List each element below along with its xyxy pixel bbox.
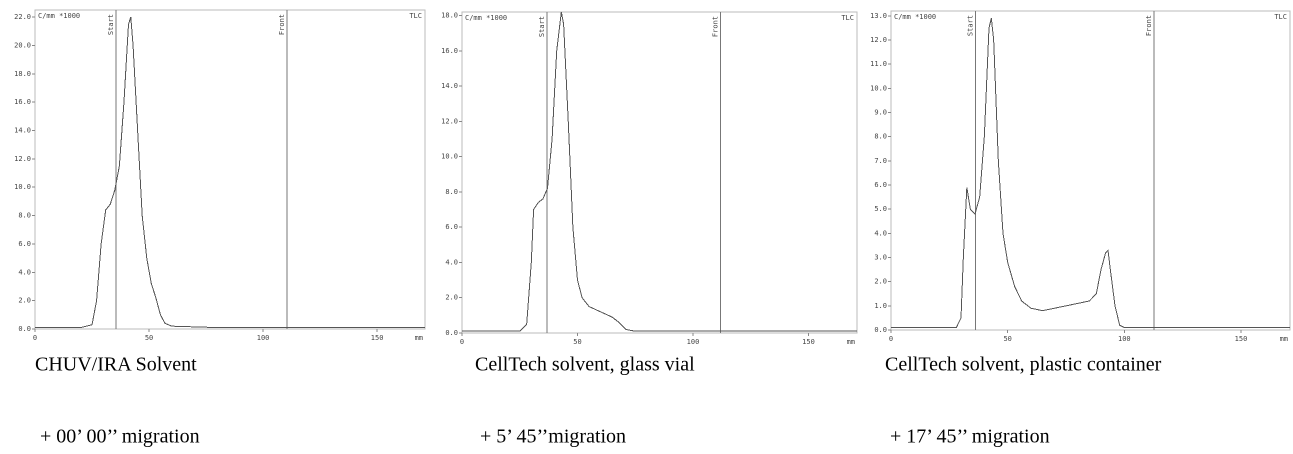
y-tick-label: 6.0 — [18, 240, 31, 248]
unit-label: C/mm *1000 — [894, 13, 936, 21]
y-tick-label: 8.0 — [445, 188, 458, 196]
y-tick-label: 3.0 — [874, 254, 887, 262]
y-tick-label: 12.0 — [441, 117, 458, 125]
y-tick-label: 9.0 — [874, 109, 887, 117]
y-tick-label: 2.0 — [874, 278, 887, 286]
y-tick-label: 14.0 — [441, 82, 458, 90]
plot-frame — [461, 11, 858, 334]
y-tick-label: 2.0 — [445, 294, 458, 302]
marker-label: Start — [967, 15, 975, 36]
x-tick-label: 100 — [1118, 335, 1131, 343]
caption-note: + 00’ 00’’ migration — [40, 426, 200, 448]
y-tick-label: 18.0 — [441, 12, 458, 20]
line — [891, 18, 1290, 329]
y-tick-label: 22.0 — [14, 13, 31, 21]
y-tick-label: 10.0 — [441, 153, 458, 161]
y-tick-label: 0.0 — [445, 329, 458, 337]
x-tick-label: 150 — [1235, 335, 1248, 343]
corner-label: TLC — [409, 12, 422, 20]
x-tick-label: 50 — [573, 338, 581, 346]
marker-label: Front — [711, 16, 719, 37]
marker-label: Front — [278, 14, 286, 35]
y-tick-label: 5.0 — [874, 205, 887, 213]
caption-note: + 5’ 45’’migration — [480, 426, 626, 448]
plot-frame — [34, 9, 426, 330]
marker-label: Start — [538, 16, 546, 37]
x-axis-label: mm — [847, 338, 855, 346]
x-axis-label: mm — [415, 334, 423, 342]
marker-label: Front — [1145, 15, 1153, 36]
y-tick-label: 13.0 — [870, 12, 887, 20]
caption: CellTech solvent, glass vial — [475, 354, 695, 376]
y-tick-label: 2.0 — [18, 297, 31, 305]
y-tick-label: 6.0 — [445, 223, 458, 231]
x-tick-label: 100 — [687, 338, 700, 346]
unit-label: C/mm *1000 — [465, 14, 507, 22]
line — [462, 11, 857, 332]
plot-frame — [890, 10, 1291, 331]
y-tick-label: 12.0 — [14, 155, 31, 163]
y-tick-label: 16.0 — [441, 47, 458, 55]
marker-label: Start — [107, 14, 115, 35]
y-tick-label: 0.0 — [18, 325, 31, 333]
x-tick-label: 0 — [33, 334, 37, 342]
y-tick-label: 16.0 — [14, 98, 31, 106]
y-tick-label: 6.0 — [874, 181, 887, 189]
y-tick-label: 11.0 — [870, 60, 887, 68]
y-tick-label: 10.0 — [870, 84, 887, 92]
y-tick-label: 18.0 — [14, 70, 31, 78]
caption-note: + 17’ 45’’ migration — [890, 426, 1050, 448]
y-tick-label: 4.0 — [18, 268, 31, 276]
y-tick-label: 10.0 — [14, 183, 31, 191]
y-tick-label: 8.0 — [874, 133, 887, 141]
x-tick-label: 150 — [802, 338, 815, 346]
x-axis-label: mm — [1280, 335, 1288, 343]
y-tick-label: 4.0 — [874, 229, 887, 237]
x-tick-label: 50 — [145, 334, 153, 342]
y-tick-label: 12.0 — [870, 36, 887, 44]
x-tick-label: 150 — [371, 334, 384, 342]
x-tick-label: 0 — [889, 335, 893, 343]
y-tick-label: 7.0 — [874, 157, 887, 165]
unit-label: C/mm *1000 — [38, 12, 80, 20]
caption: CHUV/IRA Solvent — [35, 354, 197, 376]
y-tick-label: 20.0 — [14, 41, 31, 49]
y-tick-label: 0.0 — [874, 326, 887, 334]
y-tick-label: 4.0 — [445, 258, 458, 266]
y-tick-label: 14.0 — [14, 127, 31, 135]
y-tick-label: 1.0 — [874, 302, 887, 310]
x-tick-label: 100 — [257, 334, 270, 342]
x-tick-label: 50 — [1003, 335, 1011, 343]
y-tick-label: 8.0 — [18, 212, 31, 220]
caption: CellTech solvent, plastic container — [885, 354, 1162, 376]
line — [35, 16, 425, 329]
x-tick-label: 0 — [460, 338, 464, 346]
corner-label: TLC — [841, 14, 854, 22]
corner-label: TLC — [1274, 13, 1287, 21]
